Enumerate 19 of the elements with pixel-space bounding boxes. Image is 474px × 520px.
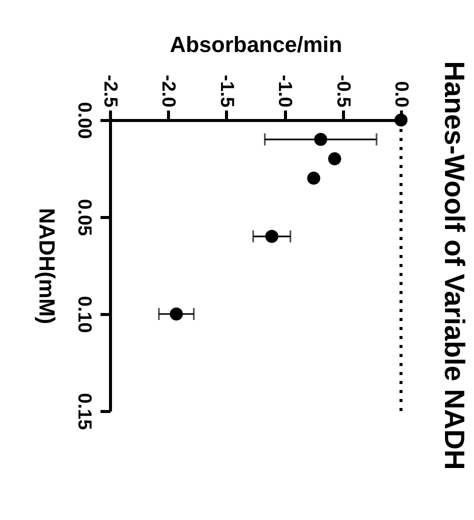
y-tick-label: 0.15 <box>74 393 94 430</box>
x-axis-title: Absorbance/min <box>170 32 342 57</box>
point <box>314 132 328 146</box>
point <box>265 230 278 243</box>
point <box>170 307 183 321</box>
x-tick-label: -2.0 <box>158 74 179 108</box>
point <box>394 113 408 127</box>
x-tick-label: -0.5 <box>332 74 354 108</box>
text: Hanes-Woolf of Variable NADH <box>439 61 470 470</box>
point <box>328 152 342 166</box>
x-tick-label: 0.0 <box>390 81 412 108</box>
y-tick-label: 0.10 <box>74 296 94 333</box>
x-tick-label: -2.5 <box>100 74 120 108</box>
point <box>307 172 320 185</box>
y-tick-label: 0.00 <box>74 102 94 139</box>
x-tick-label: -1.0 <box>274 74 296 108</box>
x-tick-label: -1.5 <box>216 74 237 108</box>
y-tick-label: 0.05 <box>74 199 94 236</box>
y-axis-title: NADH(mM) <box>34 208 60 324</box>
